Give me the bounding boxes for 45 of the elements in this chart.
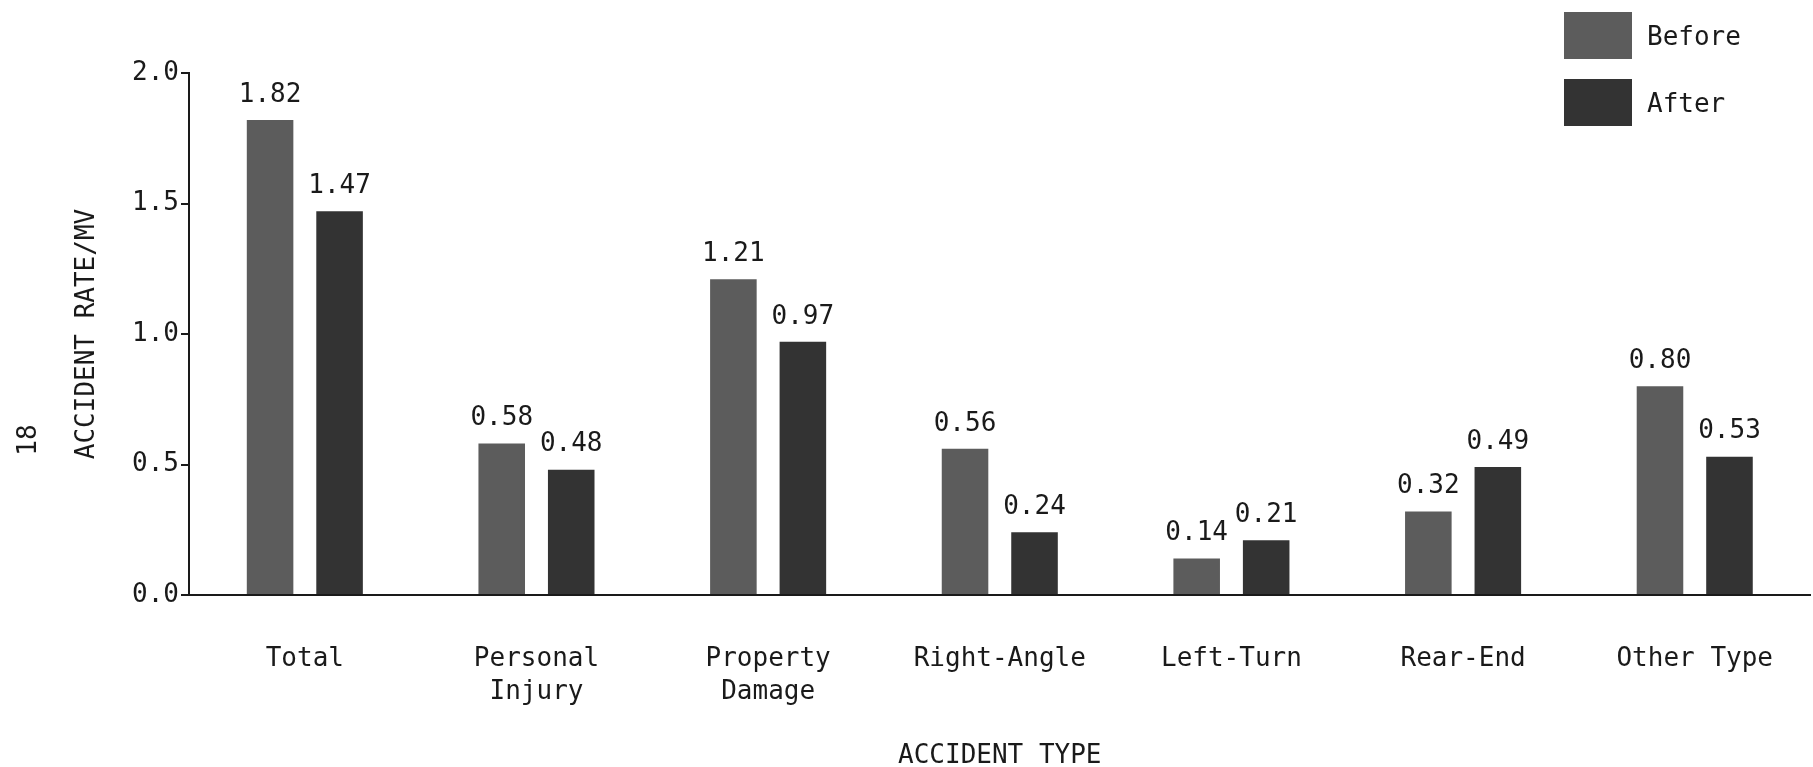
- x-tick-label: Property Damage: [705, 642, 831, 705]
- data-label: 0.24: [1003, 490, 1066, 521]
- x-tick-label: Right-Angle: [913, 642, 1086, 672]
- x-tick-label: Personal Injury: [473, 642, 600, 705]
- bar: [710, 279, 757, 594]
- data-label: 0.49: [1466, 424, 1530, 455]
- y-tick-label: 1.5: [132, 186, 179, 217]
- x-tick-label: Total: [265, 642, 344, 672]
- data-label: 1.21: [702, 236, 765, 267]
- bar: [1474, 467, 1522, 594]
- data-label: 0.21: [1234, 497, 1298, 528]
- bar: [1173, 558, 1220, 594]
- bar: [1706, 456, 1753, 594]
- data-label: 1.82: [238, 77, 302, 108]
- bar: [1636, 386, 1684, 594]
- data-label: 0.14: [1165, 516, 1228, 547]
- data-label: 0.53: [1698, 414, 1761, 445]
- data-label: 0.48: [539, 427, 603, 458]
- data-label: 0.56: [933, 406, 997, 437]
- data-label: 0.32: [1397, 469, 1460, 500]
- data-label: 0.80: [1628, 343, 1692, 374]
- data-label: 1.47: [308, 169, 371, 200]
- bar: [1405, 511, 1452, 594]
- text: 18: [12, 423, 42, 458]
- bar: [547, 469, 595, 594]
- x-tick-label: Other Type: [1616, 642, 1774, 672]
- bar: [246, 119, 294, 594]
- y-tick-label: 0.0: [132, 577, 179, 608]
- bar: [1242, 540, 1290, 594]
- y-tick-label: 1.0: [132, 316, 179, 347]
- bar: [478, 443, 526, 594]
- x-tick-label: Left-Turn: [1160, 642, 1302, 672]
- bar: [1011, 532, 1058, 594]
- bar: [779, 341, 827, 594]
- x-axis-title: ACCIDENT TYPE: [898, 738, 1102, 767]
- bar: [941, 448, 989, 594]
- y-axis-title: ACCIDENT RATE/MV: [69, 208, 100, 460]
- legend-label: Before: [1647, 20, 1741, 51]
- y-tick-label: 0.5: [132, 447, 179, 478]
- data-label: 0.58: [470, 401, 534, 432]
- data-label: 0.97: [771, 299, 835, 330]
- y-tick-label: 2.0: [132, 55, 179, 86]
- x-tick-label: Rear-End: [1400, 642, 1526, 672]
- legend-label: After: [1647, 87, 1726, 118]
- bar: [316, 211, 363, 594]
